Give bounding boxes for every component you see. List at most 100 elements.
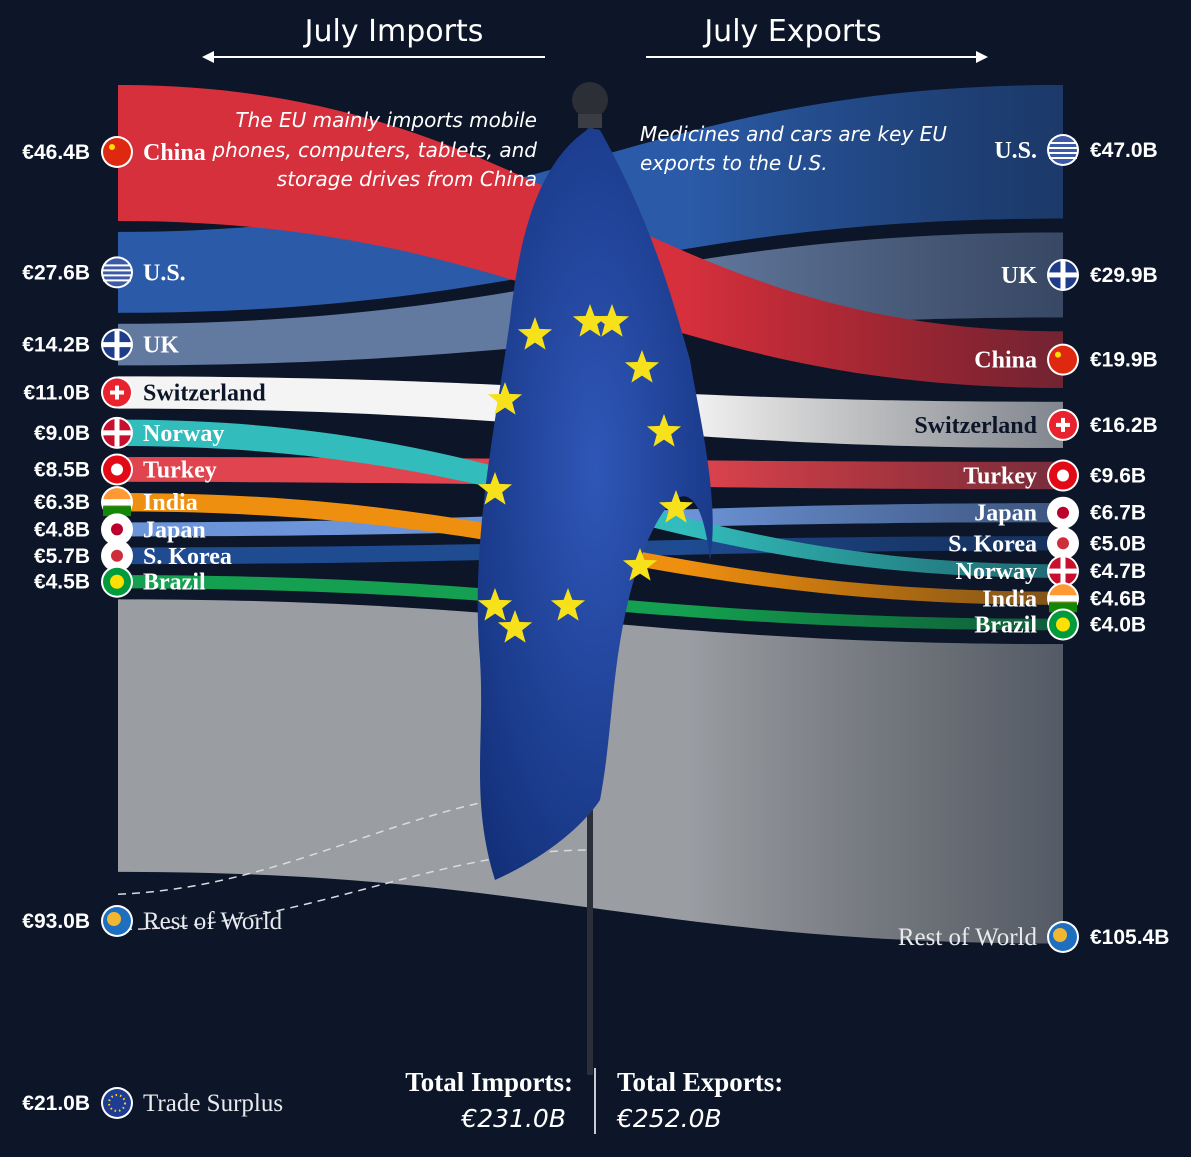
export-value-turkey: €9.6B — [1090, 465, 1146, 488]
flag-pole-finial — [572, 82, 608, 118]
import-value-japan: €4.8B — [34, 518, 90, 541]
import-value-s-korea: €5.7B — [34, 545, 90, 568]
import-name-china: China — [143, 140, 206, 166]
export-name-china: China — [974, 348, 1037, 374]
import-name-uk: UK — [143, 333, 179, 359]
flag-star-4 — [658, 490, 694, 523]
flag-cloth — [477, 128, 713, 880]
turkey-flag-icon — [101, 453, 133, 486]
export-name-japan: Japan — [974, 501, 1037, 527]
export-name-switzerland: Switzerland — [914, 413, 1037, 439]
import-name-japan: Japan — [143, 517, 206, 543]
export-name-rest-of-world: Rest of World — [898, 924, 1038, 951]
japan-flag-icon — [1047, 496, 1079, 529]
import-name-rest-of-world: Rest of World — [143, 908, 283, 935]
import-row-uk: €14.2B UK — [22, 328, 179, 361]
import-name-india: India — [143, 490, 198, 516]
import-value-brazil: €4.5B — [34, 571, 90, 594]
flag-star-8 — [477, 588, 513, 621]
export-row-china: €19.9B China — [974, 343, 1158, 376]
flag-star-2 — [624, 350, 660, 383]
import-row-switzerland: €11.0B Switzerland — [23, 376, 266, 409]
flag-star-10 — [487, 382, 523, 415]
import-name-switzerland: Switzerland — [143, 381, 266, 407]
import-value-india: €6.3B — [34, 491, 90, 514]
import-row-brazil: €4.5B Brazil — [34, 565, 206, 598]
total-imports-label: Total Imports: — [405, 1067, 573, 1097]
import-row-norway: €9.0B Norway — [34, 416, 224, 449]
export-value-rest-of-world: €105.4B — [1090, 926, 1169, 949]
flag-star-1 — [572, 304, 608, 337]
export-row-rest-of-world: €105.4B Rest of World — [898, 921, 1169, 953]
import-name-trade-surplus: Trade Surplus — [143, 1090, 283, 1117]
flag-stars — [477, 304, 694, 643]
import-row-turkey: €8.5B Turkey — [34, 453, 217, 486]
turkey-flag-icon — [1047, 459, 1079, 492]
export-name-u-s: U.S. — [994, 138, 1037, 164]
export-row-india: €4.6B India — [982, 582, 1146, 615]
imports-title: July Imports — [303, 14, 484, 49]
flag-star-5 — [622, 548, 658, 581]
export-name-brazil: Brazil — [974, 613, 1037, 639]
u-s-flag-icon — [101, 256, 133, 289]
export-name-india: India — [982, 586, 1037, 612]
import-name-brazil: Brazil — [143, 570, 206, 596]
export-row-s-korea: €5.0B S. Korea — [948, 527, 1146, 560]
exports-annotation: Medicines and cars are key EU exports to… — [640, 122, 947, 175]
import-value-uk: €14.2B — [22, 334, 90, 357]
norway-flag-icon — [1047, 555, 1079, 588]
export-value-switzerland: €16.2B — [1090, 414, 1158, 437]
rest-of-world-flag-icon — [1047, 921, 1079, 953]
export-value-uk: €29.9B — [1090, 264, 1158, 287]
exports-title: July Exports — [702, 14, 881, 49]
flag-star-3 — [646, 414, 682, 447]
u-s-flag-icon — [1047, 134, 1079, 166]
switzerland-flag-icon — [101, 376, 133, 409]
china-flag-icon — [1047, 343, 1079, 376]
export-value-u-s: €47.0B — [1090, 139, 1158, 162]
export-row-turkey: €9.6B Turkey — [963, 459, 1146, 492]
import-value-trade-surplus: €21.0B — [22, 1092, 90, 1115]
total-exports-label: Total Exports: — [617, 1067, 783, 1097]
export-value-s-korea: €5.0B — [1090, 532, 1146, 555]
export-name-norway: Norway — [956, 559, 1037, 585]
imports-note-line-3: storage drives from China — [277, 167, 537, 191]
import-name-turkey: Turkey — [143, 457, 217, 483]
s-korea-flag-icon — [101, 539, 133, 572]
export-value-india: €4.6B — [1090, 587, 1146, 610]
norway-flag-icon — [101, 416, 133, 449]
flag-star-7 — [497, 610, 533, 643]
india-flag-icon — [101, 486, 133, 519]
export-value-china: €19.9B — [1090, 349, 1158, 372]
import-value-rest-of-world: €93.0B — [22, 910, 90, 933]
import-value-switzerland: €11.0B — [23, 382, 90, 405]
import-name-norway: Norway — [143, 421, 224, 447]
eu-flag — [477, 82, 713, 1075]
totals: Total Imports: €231.0B Total Exports: €2… — [405, 1067, 783, 1134]
import-row-rest-of-world: €93.0B Rest of World — [22, 905, 283, 937]
export-value-brazil: €4.0B — [1090, 614, 1146, 637]
export-row-switzerland: €16.2B Switzerland — [914, 408, 1158, 441]
header-imports: July Imports — [202, 14, 545, 63]
export-row-u-s: €47.0B U.S. — [994, 134, 1158, 166]
switzerland-flag-icon — [1047, 408, 1079, 441]
import-value-u-s: €27.6B — [22, 261, 90, 284]
export-row-japan: €6.7B Japan — [974, 496, 1146, 529]
flag-star-9 — [477, 472, 513, 505]
export-value-norway: €4.7B — [1090, 560, 1146, 583]
export-name-uk: UK — [1001, 263, 1037, 289]
import-row-japan: €4.8B Japan — [34, 513, 206, 546]
flag-star-11 — [517, 317, 553, 350]
export-name-turkey: Turkey — [963, 464, 1037, 490]
export-value-japan: €6.7B — [1090, 502, 1146, 525]
total-imports-value: €231.0B — [460, 1104, 566, 1133]
header-exports: July Exports — [646, 14, 988, 63]
flag-star-12 — [594, 304, 630, 337]
import-row-china: €46.4B China — [22, 136, 206, 168]
imports-annotation: The EU mainly imports mobile phones, com… — [211, 108, 537, 191]
import-row-u-s: €27.6B U.S. — [22, 256, 186, 289]
china-flag-icon — [101, 136, 133, 168]
japan-flag-icon — [101, 513, 133, 546]
imports-note-line-1: The EU mainly imports mobile — [235, 108, 537, 132]
